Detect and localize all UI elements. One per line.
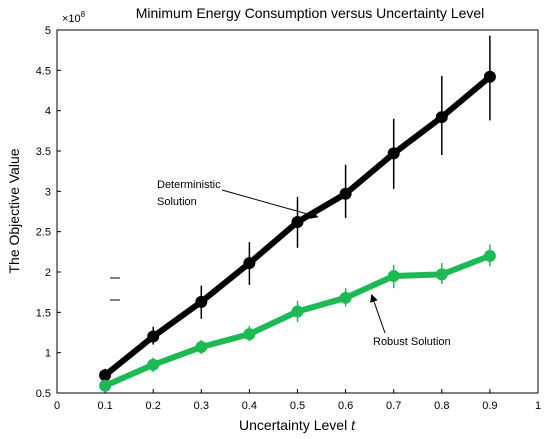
x-tick-label: 0.4	[242, 400, 257, 412]
x-axis: 0 0.1 0.2 0.3 0.4 0.5 0.6 0.7 0.8 0.9 1	[54, 389, 541, 412]
data-point-robust	[339, 291, 352, 304]
y-axis-title: The Objective Value	[6, 148, 22, 273]
y-tick-label: 3	[45, 186, 51, 198]
x-tick-label: 0.1	[97, 400, 112, 412]
chart-title: Minimum Energy Consumption versus Uncert…	[136, 5, 485, 21]
data-point-deterministic	[483, 70, 496, 83]
data-point-robust	[483, 249, 496, 262]
annotations: Deterministic Solution Robust Solution	[157, 179, 451, 348]
x-tick-label: 1	[535, 400, 541, 412]
data-point-deterministic	[243, 257, 256, 270]
data-point-deterministic	[99, 369, 112, 382]
data-point-deterministic	[291, 215, 304, 228]
data-point-robust	[147, 358, 160, 371]
data-point-deterministic	[195, 295, 208, 308]
x-tick-label: 0.3	[194, 400, 209, 412]
annotation-arrow-robust	[370, 293, 386, 334]
y-tick-label: 1.5	[36, 307, 51, 319]
data-point-robust	[387, 270, 400, 283]
y-tick-label: 5	[45, 25, 51, 37]
data-point-robust	[243, 328, 256, 341]
data-point-deterministic	[435, 111, 448, 124]
data-point-deterministic	[339, 187, 352, 200]
y-tick-label: 4.5	[36, 65, 51, 77]
data-point-robust	[99, 379, 112, 392]
x-tick-label: 0.8	[434, 400, 449, 412]
data-point-deterministic	[147, 330, 160, 343]
data-point-robust	[195, 341, 208, 354]
series-layer	[99, 35, 496, 392]
x-axis-title: Uncertainty Level t	[239, 417, 356, 433]
x-tick-label: 0.9	[482, 400, 497, 412]
annotation-deterministic: Deterministic Solution	[157, 179, 221, 208]
y-axis: 0.5 1 1.5 2 2.5 3 3.5 4 4.5 5	[36, 25, 61, 400]
series-robust	[99, 244, 496, 392]
y-tick-label: 0.5	[36, 388, 51, 400]
y-tick-label: 1	[45, 348, 51, 360]
y-tick-label: 2.5	[36, 227, 51, 239]
y-tick-label: 3.5	[36, 146, 51, 158]
x-tick-label: 0	[54, 400, 60, 412]
data-point-robust	[291, 305, 304, 318]
y-tick-label: 2	[45, 267, 51, 279]
x-tick-label: 0.2	[146, 400, 161, 412]
y-tick-label: 4	[45, 106, 51, 118]
data-point-robust	[435, 268, 448, 281]
data-point-deterministic	[387, 147, 400, 160]
x-tick-label: 0.7	[386, 400, 401, 412]
annotation-arrow-deterministic	[221, 189, 319, 219]
x-tick-label: 0.6	[338, 400, 353, 412]
y-exponent-label: ×108	[62, 10, 86, 25]
x-tick-label: 0.5	[290, 400, 305, 412]
annotation-robust: Robust Solution	[373, 336, 451, 348]
series-deterministic	[99, 35, 496, 382]
